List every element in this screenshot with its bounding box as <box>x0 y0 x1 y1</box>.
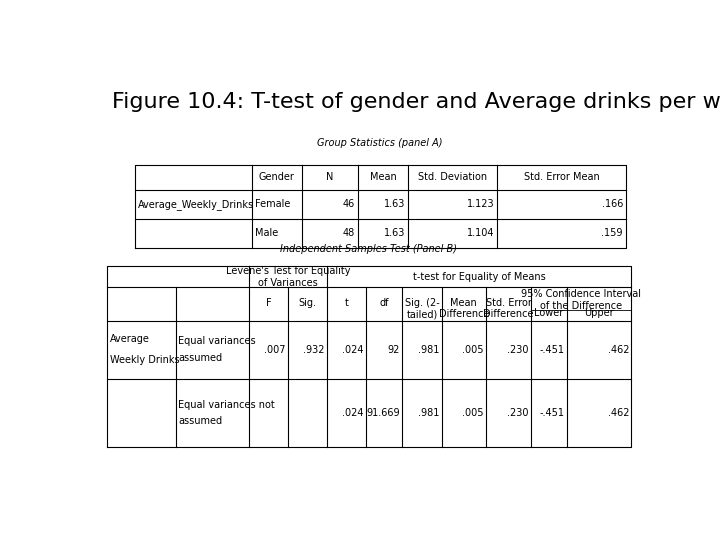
Text: Equal variances: Equal variances <box>178 336 256 346</box>
Text: Sig.: Sig. <box>299 298 317 308</box>
Text: .166: .166 <box>601 199 623 209</box>
Text: assumed: assumed <box>178 416 222 427</box>
Text: .230: .230 <box>507 408 528 418</box>
Text: assumed: assumed <box>178 353 222 363</box>
Text: Average: Average <box>109 334 150 344</box>
Text: .024: .024 <box>343 408 364 418</box>
Text: .005: .005 <box>462 408 484 418</box>
Text: 1.63: 1.63 <box>384 228 405 238</box>
Text: 1.123: 1.123 <box>467 199 495 209</box>
Text: Mean: Mean <box>369 172 396 182</box>
Text: .462: .462 <box>608 345 629 355</box>
Text: Sig. (2-
tailed): Sig. (2- tailed) <box>405 298 439 319</box>
Text: -.451: -.451 <box>540 408 565 418</box>
Text: t: t <box>345 298 348 308</box>
Text: 1.63: 1.63 <box>384 199 405 209</box>
Text: Gender: Gender <box>259 172 295 182</box>
Text: 95% Confidence Interval
of the Difference: 95% Confidence Interval of the Differenc… <box>521 289 641 311</box>
Text: 91.669: 91.669 <box>366 408 400 418</box>
Text: Std. Deviation: Std. Deviation <box>418 172 487 182</box>
Text: 48: 48 <box>343 228 355 238</box>
Text: df: df <box>379 298 389 308</box>
Text: Independent Samples Test (Panel B): Independent Samples Test (Panel B) <box>281 244 457 254</box>
Text: .981: .981 <box>418 408 439 418</box>
Text: 1.104: 1.104 <box>467 228 495 238</box>
Text: Group Statistics (panel A): Group Statistics (panel A) <box>318 138 443 148</box>
Text: .932: .932 <box>303 345 325 355</box>
Text: t-test for Equality of Means: t-test for Equality of Means <box>413 272 546 282</box>
Text: 92: 92 <box>388 345 400 355</box>
Text: .159: .159 <box>601 228 623 238</box>
Text: Std. Error
Difference: Std. Error Difference <box>483 298 534 319</box>
Text: .230: .230 <box>507 345 528 355</box>
Text: F: F <box>266 298 271 308</box>
Text: .462: .462 <box>608 408 629 418</box>
Text: -.451: -.451 <box>540 345 565 355</box>
Text: Male: Male <box>255 228 278 238</box>
Text: .024: .024 <box>343 345 364 355</box>
Text: Female: Female <box>255 199 290 209</box>
Text: Std. Error Mean: Std. Error Mean <box>523 172 599 182</box>
Text: .007: .007 <box>264 345 286 355</box>
Text: 46: 46 <box>343 199 355 209</box>
Text: Mean
Difference: Mean Difference <box>438 298 489 319</box>
Text: Figure 10.4: T-test of gender and Average drinks per week: Figure 10.4: T-test of gender and Averag… <box>112 92 720 112</box>
Text: Equal variances not: Equal variances not <box>178 400 275 410</box>
Text: .005: .005 <box>462 345 484 355</box>
Text: Average_Weekly_Drinks: Average_Weekly_Drinks <box>138 199 253 210</box>
Text: Weekly Drinks: Weekly Drinks <box>109 355 179 365</box>
Text: Lower: Lower <box>534 308 564 319</box>
Text: Levene's Test for Equality
of Variances: Levene's Test for Equality of Variances <box>226 266 351 288</box>
Text: .981: .981 <box>418 345 439 355</box>
Text: N: N <box>326 172 333 182</box>
Text: Upper: Upper <box>585 308 614 319</box>
